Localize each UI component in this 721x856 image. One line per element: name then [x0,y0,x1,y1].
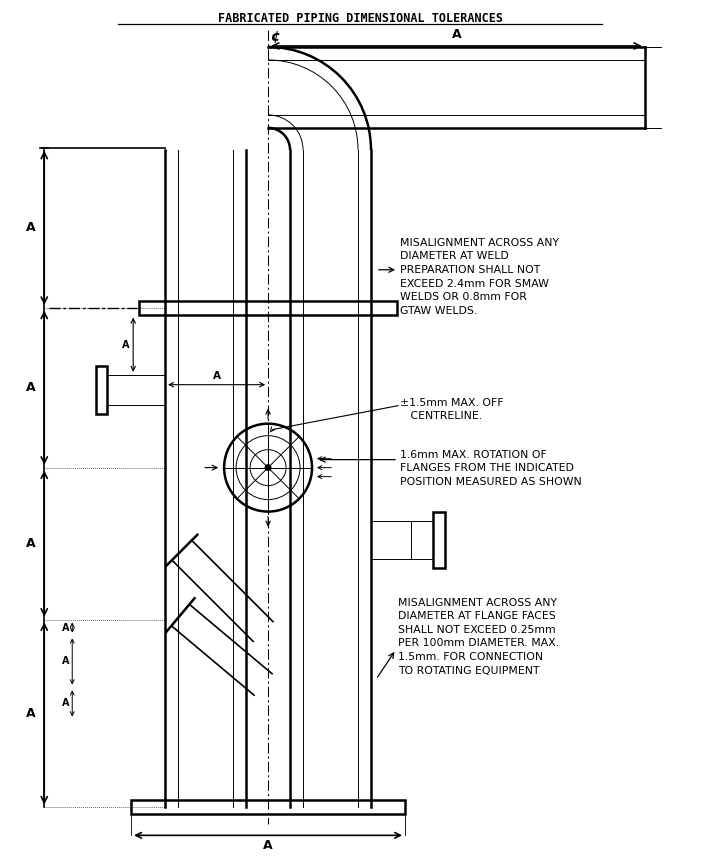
Text: A: A [62,698,69,709]
Text: A: A [26,381,35,395]
Text: ±1.5mm MAX. OFF
   CENTRELINE.: ±1.5mm MAX. OFF CENTRELINE. [400,398,503,421]
Text: A: A [62,622,69,633]
Bar [433,512,445,568]
Text: A: A [26,537,35,550]
Bar [139,300,397,315]
Text: MISALIGNMENT ACROSS ANY
DIAMETER AT WELD
PREPARATION SHALL NOT
EXCEED 2.4mm FOR : MISALIGNMENT ACROSS ANY DIAMETER AT WELD… [400,238,559,316]
Text: MISALIGNMENT ACROSS ANY
DIAMETER AT FLANGE FACES
SHALL NOT EXCEED 0.25mm
PER 100: MISALIGNMENT ACROSS ANY DIAMETER AT FLAN… [398,597,559,675]
Text: A: A [26,222,35,235]
Bar [96,366,107,413]
Circle shape [265,464,272,471]
Text: A: A [213,371,221,381]
Text: A: A [122,340,129,350]
Bar [131,800,405,814]
Text: A: A [451,28,461,41]
Text: ¢: ¢ [270,30,280,44]
Text: A: A [263,840,273,853]
Text: FABRICATED PIPING DIMENSIONAL TOLERANCES: FABRICATED PIPING DIMENSIONAL TOLERANCES [218,12,503,25]
Text: 1.6mm MAX. ROTATION OF
FLANGES FROM THE INDICATED
POSITION MEASURED AS SHOWN: 1.6mm MAX. ROTATION OF FLANGES FROM THE … [400,449,582,487]
Text: A: A [26,707,35,720]
Text: A: A [62,657,69,667]
